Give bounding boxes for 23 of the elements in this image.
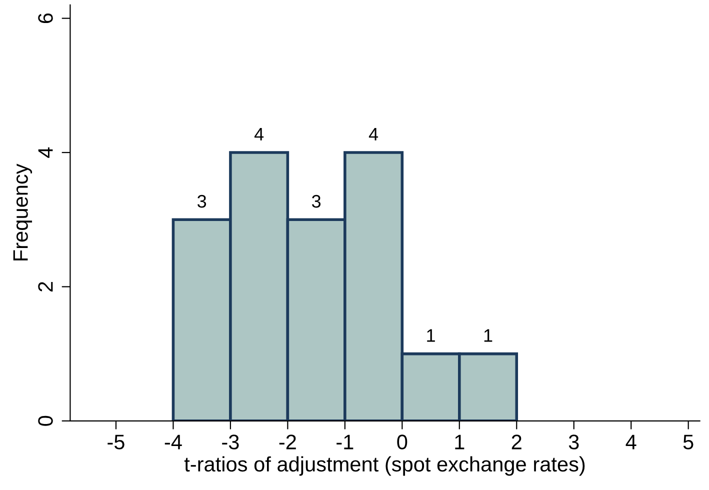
x-tick-label: -4 [164, 434, 182, 450]
x-tick-label: 0 [397, 434, 408, 450]
y-tick-label: 2 [38, 282, 53, 292]
x-tick-label: 3 [568, 434, 579, 450]
x-tick-label: 1 [455, 434, 464, 450]
x-tick-label: -3 [222, 434, 239, 450]
data-label: 4 [254, 128, 264, 140]
x-axis-title: t-ratios of adjustment (spot exchange rates) [184, 456, 585, 476]
x-tick-label: 5 [683, 434, 694, 450]
x-tick-label: 4 [626, 434, 636, 450]
data-label: 1 [484, 329, 492, 342]
y-axis-title: Frequency [13, 164, 32, 260]
data-label: 4 [368, 128, 378, 140]
x-tick-label: -1 [336, 434, 354, 450]
data-label: 3 [312, 194, 321, 208]
y-tick-label: 0 [38, 416, 53, 426]
data-label: 3 [198, 194, 206, 208]
y-tick-label: 4 [38, 147, 53, 158]
x-tick-label: 2 [512, 434, 522, 450]
x-tick-label: -5 [108, 434, 124, 450]
x-tick-label: -2 [279, 434, 296, 450]
data-label: 1 [427, 329, 435, 342]
y-tick-label: 6 [38, 13, 53, 24]
